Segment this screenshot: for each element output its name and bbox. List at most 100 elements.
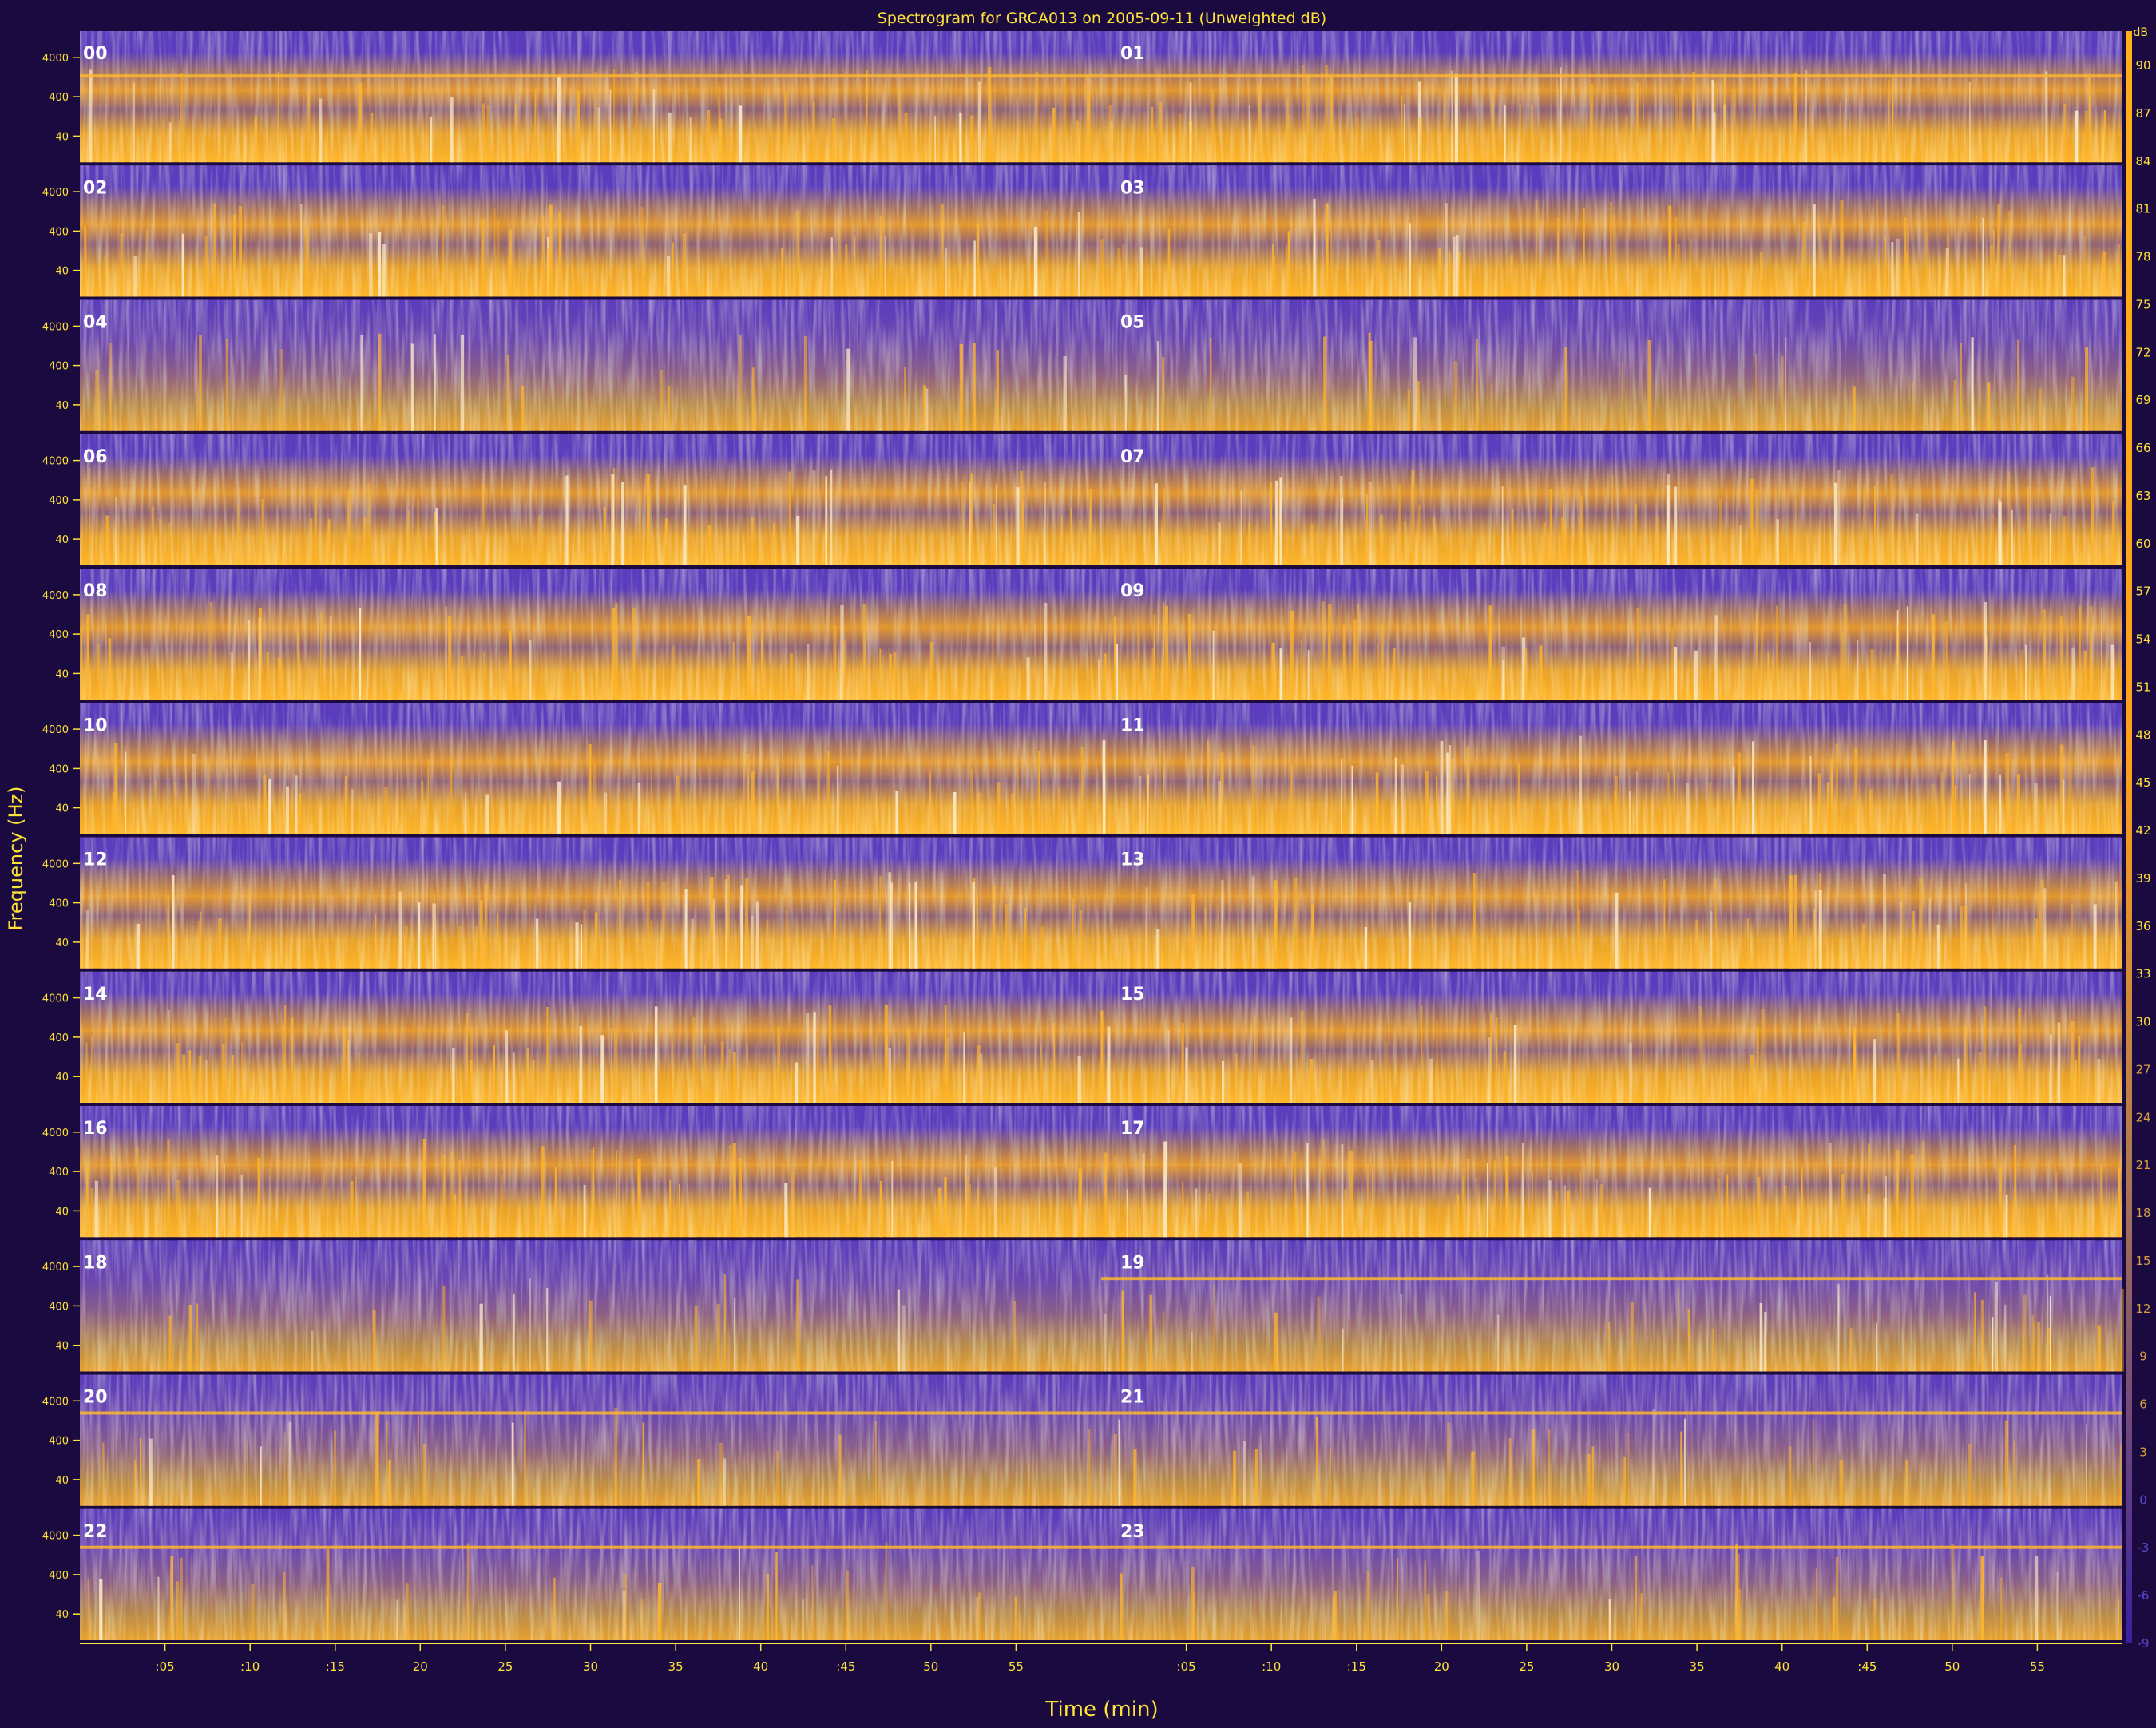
frequency-tick-label: 40 bbox=[55, 266, 69, 278]
colorbar-tick-label: 87 bbox=[2135, 106, 2150, 121]
frequency-tick-label: 4000 bbox=[42, 1262, 69, 1274]
colorbar-tick-label: 66 bbox=[2135, 441, 2150, 455]
frequency-tick-label: 4000 bbox=[42, 858, 69, 870]
colorbar-tick-label: 48 bbox=[2135, 727, 2150, 742]
colorbar-tick-label: 3 bbox=[2139, 1445, 2147, 1460]
frequency-tick-label: 4000 bbox=[42, 321, 69, 333]
frequency-tick-label: 4000 bbox=[42, 590, 69, 602]
frequency-axis: 4000 400 40 4000 400 40 4000 400 40 4000 400 40 4000… bbox=[42, 53, 80, 1621]
time-tick-label: :10 bbox=[1262, 1659, 1281, 1674]
spectrogram-bursts-11 bbox=[87, 1542, 2119, 1640]
frequency-tick-label: 4000 bbox=[42, 1531, 69, 1543]
frequency-tick-label: 400 bbox=[49, 1436, 69, 1448]
time-tick-label: 25 bbox=[497, 1659, 513, 1674]
colorbar-tick-label: 9 bbox=[2139, 1350, 2147, 1364]
colorbar-tick-label: 78 bbox=[2135, 250, 2150, 264]
colorbar-tick-label: -3 bbox=[2138, 1540, 2150, 1555]
hour-label-02: 02 bbox=[83, 178, 108, 198]
colorbar-tick-label: 18 bbox=[2135, 1206, 2150, 1220]
spectrogram-texture-2 bbox=[80, 299, 2122, 431]
hour-label-18: 18 bbox=[83, 1253, 108, 1273]
hour-label-15: 15 bbox=[1120, 985, 1145, 1005]
time-tick-label: 30 bbox=[1604, 1659, 1619, 1674]
y-axis-label: Frequency (Hz) bbox=[5, 787, 27, 931]
time-tick-label: :45 bbox=[1857, 1659, 1877, 1674]
frequency-tick-label: 400 bbox=[49, 629, 69, 641]
frequency-tick-label: 400 bbox=[49, 1301, 69, 1313]
colorbar-tick-label: 33 bbox=[2135, 967, 2150, 981]
frequency-tick-label: 400 bbox=[49, 361, 69, 373]
frequency-tick-label: 40 bbox=[55, 937, 69, 949]
frequency-tick-label: 4000 bbox=[42, 1128, 69, 1139]
colorbar-tick-label: 57 bbox=[2135, 585, 2150, 599]
time-tick-label: :45 bbox=[836, 1659, 855, 1674]
spectrogram-texture-4 bbox=[80, 569, 2122, 700]
spectrogram-bursts-2 bbox=[95, 332, 2089, 431]
frequency-tick-label: 4000 bbox=[42, 1396, 69, 1408]
tone-line-0 bbox=[80, 74, 2122, 78]
frequency-tick-label: 40 bbox=[55, 1072, 69, 1084]
spectrogram-texture-9 bbox=[80, 1240, 2122, 1372]
hour-label-09: 09 bbox=[1120, 581, 1145, 601]
frequency-tick-label: 400 bbox=[49, 1167, 69, 1179]
frequency-tick-label: 40 bbox=[55, 1206, 69, 1218]
hour-label-11: 11 bbox=[1120, 715, 1145, 735]
frequency-tick-label: 400 bbox=[49, 898, 69, 910]
frequency-tick-label: 40 bbox=[55, 131, 69, 143]
frequency-tick-label: 40 bbox=[55, 534, 69, 546]
colorbar-tick-label: 63 bbox=[2135, 489, 2150, 503]
spectrogram-texture-8 bbox=[80, 1106, 2122, 1238]
frequency-tick-label: 4000 bbox=[42, 187, 69, 199]
time-tick-label: 55 bbox=[1009, 1659, 1024, 1674]
colorbar-tick-label: 27 bbox=[2135, 1063, 2150, 1077]
spectrogram-texture-10 bbox=[80, 1374, 2122, 1506]
colorbar-bar bbox=[2126, 31, 2132, 1643]
colorbar-tick-label: 30 bbox=[2135, 1015, 2150, 1029]
time-axis: :05:10:15 20 25 30 35 40:45 50 55:05:10:15 20 25 3… bbox=[80, 1643, 2122, 1674]
hour-label-20: 20 bbox=[83, 1388, 108, 1408]
frequency-tick-label: 400 bbox=[49, 1032, 69, 1044]
colorbar-tick-label: 60 bbox=[2135, 537, 2150, 551]
spectrogram-bursts-3 bbox=[89, 467, 2115, 565]
frequency-tick-label: 40 bbox=[55, 668, 69, 680]
hour-label-10: 10 bbox=[83, 715, 108, 735]
spectrogram-bursts-10 bbox=[101, 1408, 2122, 1506]
colorbar-tick-label: 45 bbox=[2135, 775, 2150, 790]
colorbar-tick-label: 72 bbox=[2135, 345, 2150, 359]
time-tick-label: :05 bbox=[156, 1659, 175, 1674]
frequency-tick-label: 400 bbox=[49, 763, 69, 775]
frequency-tick-label: 40 bbox=[55, 1475, 69, 1487]
spectrogram-bursts-1 bbox=[84, 198, 2120, 297]
time-tick-label: :15 bbox=[326, 1659, 345, 1674]
spectrogram-texture-3 bbox=[80, 434, 2122, 565]
frequency-tick-label: 40 bbox=[55, 400, 69, 412]
hour-label-13: 13 bbox=[1120, 850, 1145, 870]
time-tick-label: 50 bbox=[923, 1659, 938, 1674]
plot-area bbox=[80, 31, 2124, 1640]
colorbar-tick-label: 42 bbox=[2135, 823, 2150, 838]
spectrogram-texture-0 bbox=[80, 31, 2122, 163]
hour-label-00: 00 bbox=[83, 44, 108, 64]
time-tick-label: :15 bbox=[1347, 1659, 1366, 1674]
spectrogram-bursts-8 bbox=[86, 1139, 2121, 1238]
time-tick-label: 30 bbox=[583, 1659, 598, 1674]
frequency-tick-label: 4000 bbox=[42, 456, 69, 468]
time-tick-label: 35 bbox=[1690, 1659, 1705, 1674]
hour-label-04: 04 bbox=[83, 313, 108, 333]
frequency-tick-label: 400 bbox=[49, 495, 69, 507]
frequency-tick-label: 400 bbox=[49, 226, 69, 238]
hour-label-07: 07 bbox=[1120, 447, 1145, 467]
frequency-tick-label: 4000 bbox=[42, 724, 69, 736]
colorbar-tick-label: 15 bbox=[2135, 1254, 2150, 1268]
colorbar-tick-label: 36 bbox=[2135, 919, 2150, 933]
colorbar-unit: dB bbox=[2134, 26, 2149, 39]
hour-label-08: 08 bbox=[83, 581, 108, 601]
hour-label-16: 16 bbox=[83, 1119, 108, 1139]
hour-label-06: 06 bbox=[83, 447, 108, 467]
colorbar-tick-label: 24 bbox=[2135, 1110, 2150, 1124]
spectrogram-texture-5 bbox=[80, 703, 2122, 834]
time-tick-label: :10 bbox=[240, 1659, 260, 1674]
colorbar-tick-label: 12 bbox=[2135, 1302, 2150, 1316]
hour-label-22: 22 bbox=[83, 1522, 108, 1542]
